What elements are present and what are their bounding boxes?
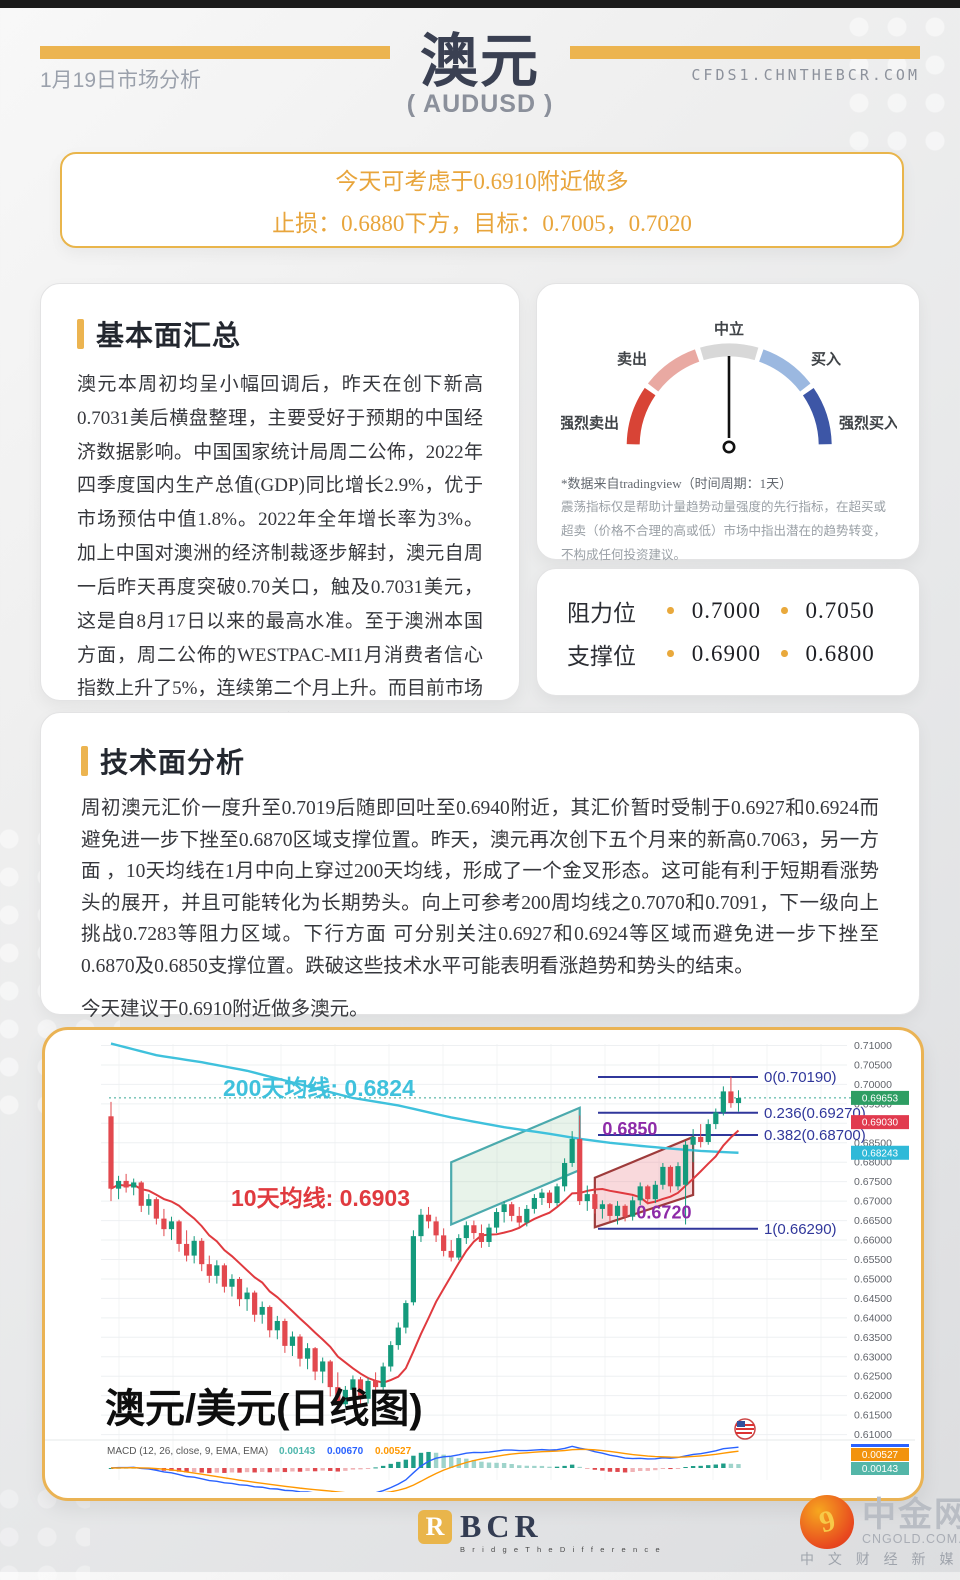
page-subtitle: ( AUDUSD ) xyxy=(406,90,554,118)
support-label: 支撑位 xyxy=(567,643,636,669)
svg-text:0.70500: 0.70500 xyxy=(854,1059,892,1071)
advice-line-1: 今天可考虑于0.6910附近做多 xyxy=(335,169,629,194)
svg-text:0.68243: 0.68243 xyxy=(862,1148,899,1159)
svg-text:0.00670: 0.00670 xyxy=(327,1446,364,1457)
gauge-label-neutral: 中立 xyxy=(714,320,744,338)
header-accent-bar-left xyxy=(40,46,390,59)
bcr-logo: R BCR B r i d g e T h e D i f f e r e n … xyxy=(418,1510,662,1554)
svg-text:200天均线: 0.6824: 200天均线: 0.6824 xyxy=(223,1075,415,1101)
resistance-value-1: 0.7000 xyxy=(691,597,761,623)
resistance-row: 阻力位 0.7000 0.7050 xyxy=(567,594,889,628)
svg-text:0.66500: 0.66500 xyxy=(854,1215,892,1227)
technical-card: 技术面分析 周初澳元汇价一度升至0.7019后随即回吐至0.6940附近，其汇价… xyxy=(40,712,920,1020)
svg-text:0.62000: 0.62000 xyxy=(854,1390,892,1402)
sentiment-gauge-card: 中立 卖出 买入 强烈卖出 强烈买入 *数据来自tradingview（时间周期… xyxy=(536,283,920,562)
gauge-arc-sell xyxy=(647,349,700,392)
svg-text:0.64000: 0.64000 xyxy=(854,1312,892,1324)
gauge-label-buy: 买入 xyxy=(811,351,841,368)
technical-title: 技术面分析 xyxy=(100,747,246,778)
svg-text:0.67000: 0.67000 xyxy=(854,1196,892,1208)
bcr-tagline: B r i d g e T h e D i f f e r e n c e xyxy=(460,1545,663,1554)
svg-text:10天均线: 0.6903: 10天均线: 0.6903 xyxy=(231,1185,410,1211)
section-accent-bar xyxy=(81,746,88,776)
support-row: 支撑位 0.6900 0.6800 xyxy=(567,637,889,671)
price-chart-card: 0.710000.705000.700000.695000.690000.685… xyxy=(42,1027,924,1501)
fundamental-header: 基本面汇总 xyxy=(77,314,483,354)
gauge-arc-strong-sell xyxy=(626,387,656,445)
header-accent-bar-right xyxy=(570,46,920,59)
svg-text:0.00143: 0.00143 xyxy=(862,1464,899,1475)
cngold-logo: 9 中金网 CNGOLD.COM.CN xyxy=(800,1495,960,1549)
gauge-label-strong-sell: 强烈卖出 xyxy=(561,414,619,432)
bullet-icon xyxy=(781,650,788,657)
technical-header: 技术面分析 xyxy=(81,741,879,781)
svg-text:0.61000: 0.61000 xyxy=(854,1429,892,1441)
svg-text:0.71000: 0.71000 xyxy=(854,1040,892,1052)
gauge-arc-neutral xyxy=(700,343,759,361)
fundamental-title: 基本面汇总 xyxy=(96,320,242,351)
cngold-logo-icon: 9 xyxy=(800,1495,854,1549)
resistance-value-2: 0.7050 xyxy=(805,597,875,623)
gauge-disclaimer: 震荡指标仅是帮助计量趋势动量强度的先行指标，在超买或超卖（价格不合理的高或低）市… xyxy=(561,500,887,562)
candlestick-chart: 0.710000.705000.700000.695000.690000.685… xyxy=(45,1040,915,1492)
cngold-tagline: 中 文 财 经 新 媒 体 xyxy=(800,1551,960,1567)
bullet-icon xyxy=(781,607,788,614)
svg-text:0.65500: 0.65500 xyxy=(854,1254,892,1266)
gauge-needle-pivot xyxy=(722,440,736,454)
svg-text:0.6720: 0.6720 xyxy=(636,1203,691,1223)
window-top-strip xyxy=(0,0,960,8)
svg-text:0.69653: 0.69653 xyxy=(862,1093,899,1104)
gauge-arc-strong-buy xyxy=(802,388,832,445)
cngold-url: CNGOLD.COM.CN xyxy=(862,1532,960,1547)
bcr-logo-icon: R xyxy=(418,1510,452,1544)
gauge-label-sell: 卖出 xyxy=(617,350,647,368)
svg-text:0.62500: 0.62500 xyxy=(854,1371,892,1383)
technical-body: 周初澳元汇价一度升至0.7019后随即回吐至0.6940附近，其汇价暂时受制于0… xyxy=(81,798,879,977)
support-value-2: 0.6800 xyxy=(805,640,875,666)
cngold-swirl-glyph: 9 xyxy=(815,1503,839,1540)
support-value-1: 0.6900 xyxy=(691,640,761,666)
svg-text:0.63000: 0.63000 xyxy=(854,1351,892,1363)
svg-text:0.67500: 0.67500 xyxy=(854,1176,892,1188)
svg-text:0.00527: 0.00527 xyxy=(375,1446,412,1457)
site-url: CFDS1.CHNTHEBCR.COM xyxy=(691,66,920,84)
page-title: 澳元 xyxy=(419,29,540,94)
svg-text:0(0.70190): 0(0.70190) xyxy=(764,1069,837,1086)
svg-text:0.64500: 0.64500 xyxy=(854,1293,892,1305)
svg-text:0.6850: 0.6850 xyxy=(602,1119,657,1139)
svg-text:0.00527: 0.00527 xyxy=(862,1450,899,1461)
svg-text:0.63500: 0.63500 xyxy=(854,1332,892,1344)
advice-line-2: 止损：0.6880下方，目标：0.7005，0.7020 xyxy=(272,211,692,236)
fundamental-card: 基本面汇总 澳元本周初均呈小幅回调后，昨天在创下新高0.7031美后横盘整理，主… xyxy=(40,283,520,767)
date-label: 1月19日市场分析 xyxy=(40,69,202,92)
svg-text:1(0.66290): 1(0.66290) xyxy=(764,1221,837,1238)
svg-text:0.65000: 0.65000 xyxy=(854,1273,892,1285)
sentiment-gauge: 中立 卖出 买入 强烈卖出 强烈买入 xyxy=(559,320,899,454)
svg-text:0.00143: 0.00143 xyxy=(279,1446,316,1457)
section-accent-bar xyxy=(77,319,84,349)
gauge-label-strong-buy: 强烈买入 xyxy=(839,415,897,432)
technical-advice: 今天建议于0.6910附近做多澳元。 xyxy=(81,999,369,1021)
svg-text:0.69030: 0.69030 xyxy=(862,1118,899,1129)
levels-card: 阻力位 0.7000 0.7050 支撑位 0.6900 0.6800 xyxy=(536,568,920,696)
svg-text:0.61500: 0.61500 xyxy=(854,1410,892,1422)
bullet-icon xyxy=(667,607,674,614)
fundamental-body: 澳元本周初均呈小幅回调后，昨天在创下新高0.7031美后横盘整理，主要受好于预期… xyxy=(77,374,483,767)
bcr-logo-text: BCR xyxy=(460,1508,543,1544)
svg-text:MACD (12, 26, close, 9, EMA, E: MACD (12, 26, close, 9, EMA, EMA) xyxy=(107,1446,268,1457)
svg-text:0.382(0.68700): 0.382(0.68700) xyxy=(764,1127,866,1144)
svg-text:澳元/美元(日线图): 澳元/美元(日线图) xyxy=(105,1387,423,1431)
svg-text:0.236(0.69270): 0.236(0.69270) xyxy=(764,1105,866,1122)
svg-text:0.70000: 0.70000 xyxy=(854,1079,892,1091)
resistance-label: 阻力位 xyxy=(567,600,636,626)
bullet-icon xyxy=(667,650,674,657)
gauge-source-note: *数据来自tradingview（时间周期：1天） xyxy=(561,476,793,491)
gauge-arc-buy xyxy=(758,349,811,392)
svg-text:0.66000: 0.66000 xyxy=(854,1235,892,1247)
trade-advice-box: 今天可考虑于0.6910附近做多 止损：0.6880下方，目标：0.7005，0… xyxy=(60,152,904,248)
cngold-name: 中金网 xyxy=(862,1495,960,1534)
